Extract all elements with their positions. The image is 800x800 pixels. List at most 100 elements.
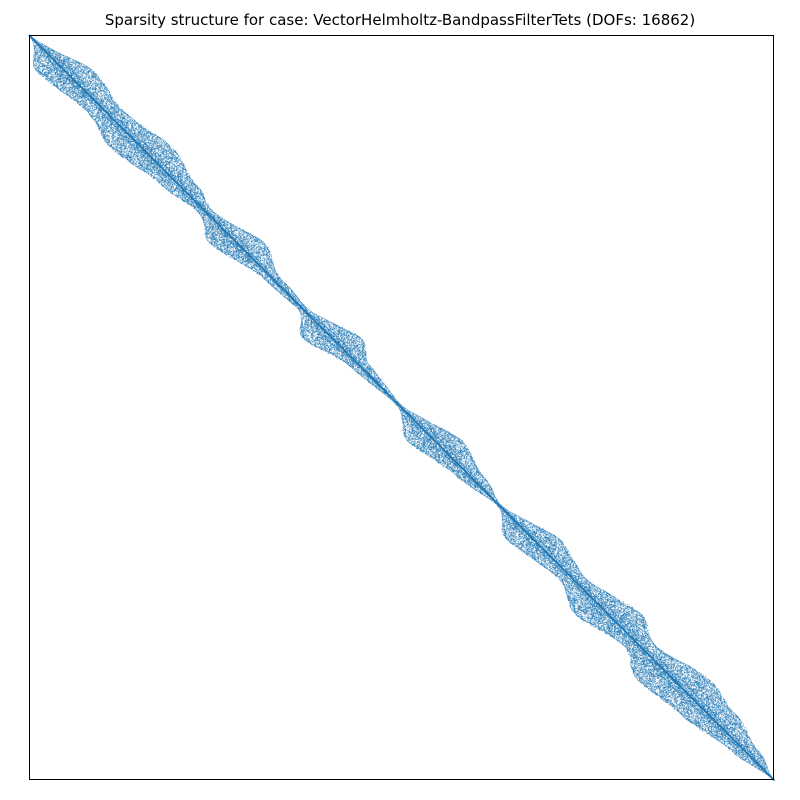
nonzero-entry (54, 63, 55, 64)
nonzero-entry (101, 81, 102, 82)
nonzero-entry (75, 63, 76, 64)
nonzero-entry (104, 90, 105, 91)
nonzero-entry (54, 72, 55, 73)
nonzero-entry (40, 74, 41, 75)
nonzero-entry (41, 52, 42, 53)
nonzero-entry (56, 59, 57, 60)
nonzero-entry (69, 72, 70, 73)
nonzero-entry (85, 78, 86, 79)
nonzero-entry (37, 46, 38, 47)
nonzero-entry (78, 71, 79, 72)
nonzero-entry (46, 59, 47, 60)
nonzero-entry (66, 83, 67, 84)
nonzero-entry (77, 74, 78, 75)
nonzero-entry (55, 65, 56, 66)
nonzero-entry (36, 67, 37, 68)
nonzero-entry (36, 71, 37, 72)
nonzero-entry (87, 74, 88, 75)
nonzero-entry (69, 91, 70, 92)
nonzero-entry (51, 54, 52, 55)
nonzero-entry (99, 88, 100, 89)
nonzero-entry (82, 87, 83, 88)
nonzero-entry (38, 54, 39, 55)
nonzero-entry (78, 66, 79, 67)
nonzero-entry (103, 94, 104, 95)
nonzero-entry (46, 48, 47, 49)
nonzero-entry (100, 89, 101, 90)
nonzero-entry (82, 84, 83, 85)
nonzero-entry (38, 51, 39, 52)
nonzero-entry (94, 89, 95, 90)
nonzero-entry (78, 64, 79, 65)
nonzero-entry (77, 77, 78, 78)
nonzero-entry (49, 65, 50, 66)
nonzero-entry (52, 56, 53, 57)
nonzero-entry (66, 88, 67, 89)
nonzero-entry (86, 69, 87, 70)
nonzero-entry (45, 66, 46, 67)
nonzero-entry (68, 84, 69, 85)
nonzero-entry (68, 76, 69, 77)
nonzero-entry (38, 73, 39, 74)
nonzero-entry (70, 60, 71, 61)
nonzero-entry (64, 70, 65, 71)
nonzero-entry (97, 76, 98, 77)
nonzero-entry (70, 76, 71, 77)
nonzero-entry (78, 75, 79, 76)
nonzero-entry (37, 47, 38, 48)
nonzero-entry (35, 63, 36, 64)
nonzero-entry (63, 72, 64, 73)
nonzero-entry (104, 93, 105, 94)
nonzero-entry (60, 82, 61, 83)
nonzero-entry (71, 82, 72, 83)
nonzero-entry (88, 78, 89, 79)
nonzero-entry (60, 67, 61, 68)
nonzero-entry (93, 72, 94, 73)
nonzero-entry (86, 86, 87, 87)
nonzero-entry (77, 92, 78, 93)
nonzero-entry (69, 77, 70, 78)
nonzero-entry (34, 56, 35, 57)
nonzero-entry (52, 59, 53, 60)
nonzero-entry (83, 67, 84, 68)
nonzero-entry (48, 70, 49, 71)
nonzero-entry (58, 74, 59, 75)
nonzero-entry (99, 90, 100, 91)
nonzero-entry (97, 86, 98, 87)
nonzero-entry (85, 74, 86, 75)
nonzero-entry (79, 72, 80, 73)
nonzero-entry (87, 69, 88, 70)
nonzero-entry (78, 68, 79, 69)
nonzero-entry (79, 90, 80, 91)
nonzero-entry (66, 86, 67, 87)
nonzero-entry (75, 76, 76, 77)
nonzero-entry (34, 51, 35, 52)
nonzero-entry (73, 60, 74, 61)
nonzero-entry (76, 91, 77, 92)
nonzero-entry (36, 58, 37, 59)
nonzero-entry (56, 83, 57, 84)
nonzero-entry (102, 87, 103, 88)
nonzero-entry (107, 92, 108, 93)
nonzero-entry (75, 61, 76, 62)
nonzero-entry (90, 79, 91, 80)
nonzero-entry (41, 74, 42, 75)
nonzero-entry (70, 62, 71, 63)
nonzero-entry (65, 65, 66, 66)
nonzero-entry (82, 75, 83, 76)
nonzero-entry (89, 89, 90, 90)
nonzero-entry (39, 61, 40, 62)
nonzero-entry (35, 62, 36, 63)
nonzero-entry (74, 67, 75, 68)
nonzero-entry (75, 86, 76, 87)
nonzero-entry (37, 65, 38, 66)
nonzero-entry (97, 77, 98, 78)
plot-area (29, 35, 774, 780)
nonzero-entry (83, 66, 84, 67)
nonzero-entry (65, 68, 66, 69)
nonzero-entry (56, 73, 57, 74)
nonzero-entry (78, 82, 79, 83)
nonzero-entry (57, 67, 58, 68)
nonzero-entry (70, 92, 71, 93)
nonzero-entry (48, 49, 49, 50)
